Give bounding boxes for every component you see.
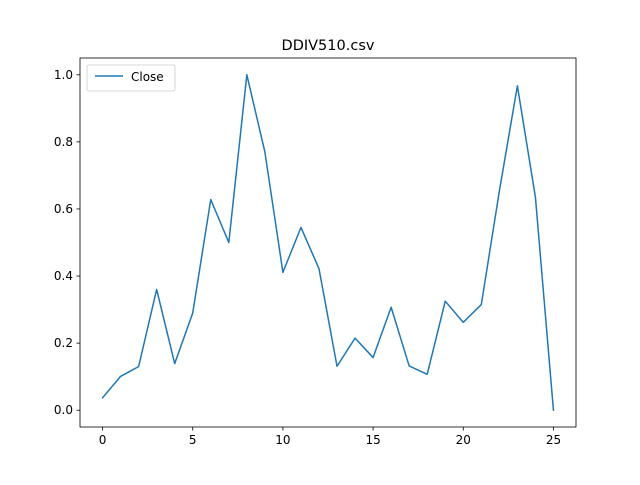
series-line-close <box>101 74 555 412</box>
x-tick-label: 0 <box>99 433 107 447</box>
y-tick-label: 0.8 <box>54 135 73 149</box>
plot-frame <box>79 57 577 428</box>
legend: Close <box>86 64 176 92</box>
y-tick-label: 0.0 <box>54 403 73 417</box>
legend-box <box>86 64 176 92</box>
y-tick-label: 0.2 <box>54 336 73 350</box>
chart-title: DDIV510.csv <box>282 38 375 54</box>
y-tick-label: 1.0 <box>54 68 73 82</box>
x-tick-label: 10 <box>275 433 290 447</box>
plot-area <box>101 74 555 412</box>
legend-label-close: Close <box>131 70 164 84</box>
y-tick-label: 0.6 <box>54 202 73 216</box>
x-tick-label: 25 <box>546 433 561 447</box>
y-tick-label: 0.4 <box>54 269 73 283</box>
x-tick-label: 15 <box>365 433 380 447</box>
x-tick-label: 20 <box>456 433 471 447</box>
axes: 0 5 10 15 20 25 0.0 0.2 0.4 0.6 0.8 1.0 <box>54 68 561 447</box>
x-tick-label: 5 <box>189 433 197 447</box>
